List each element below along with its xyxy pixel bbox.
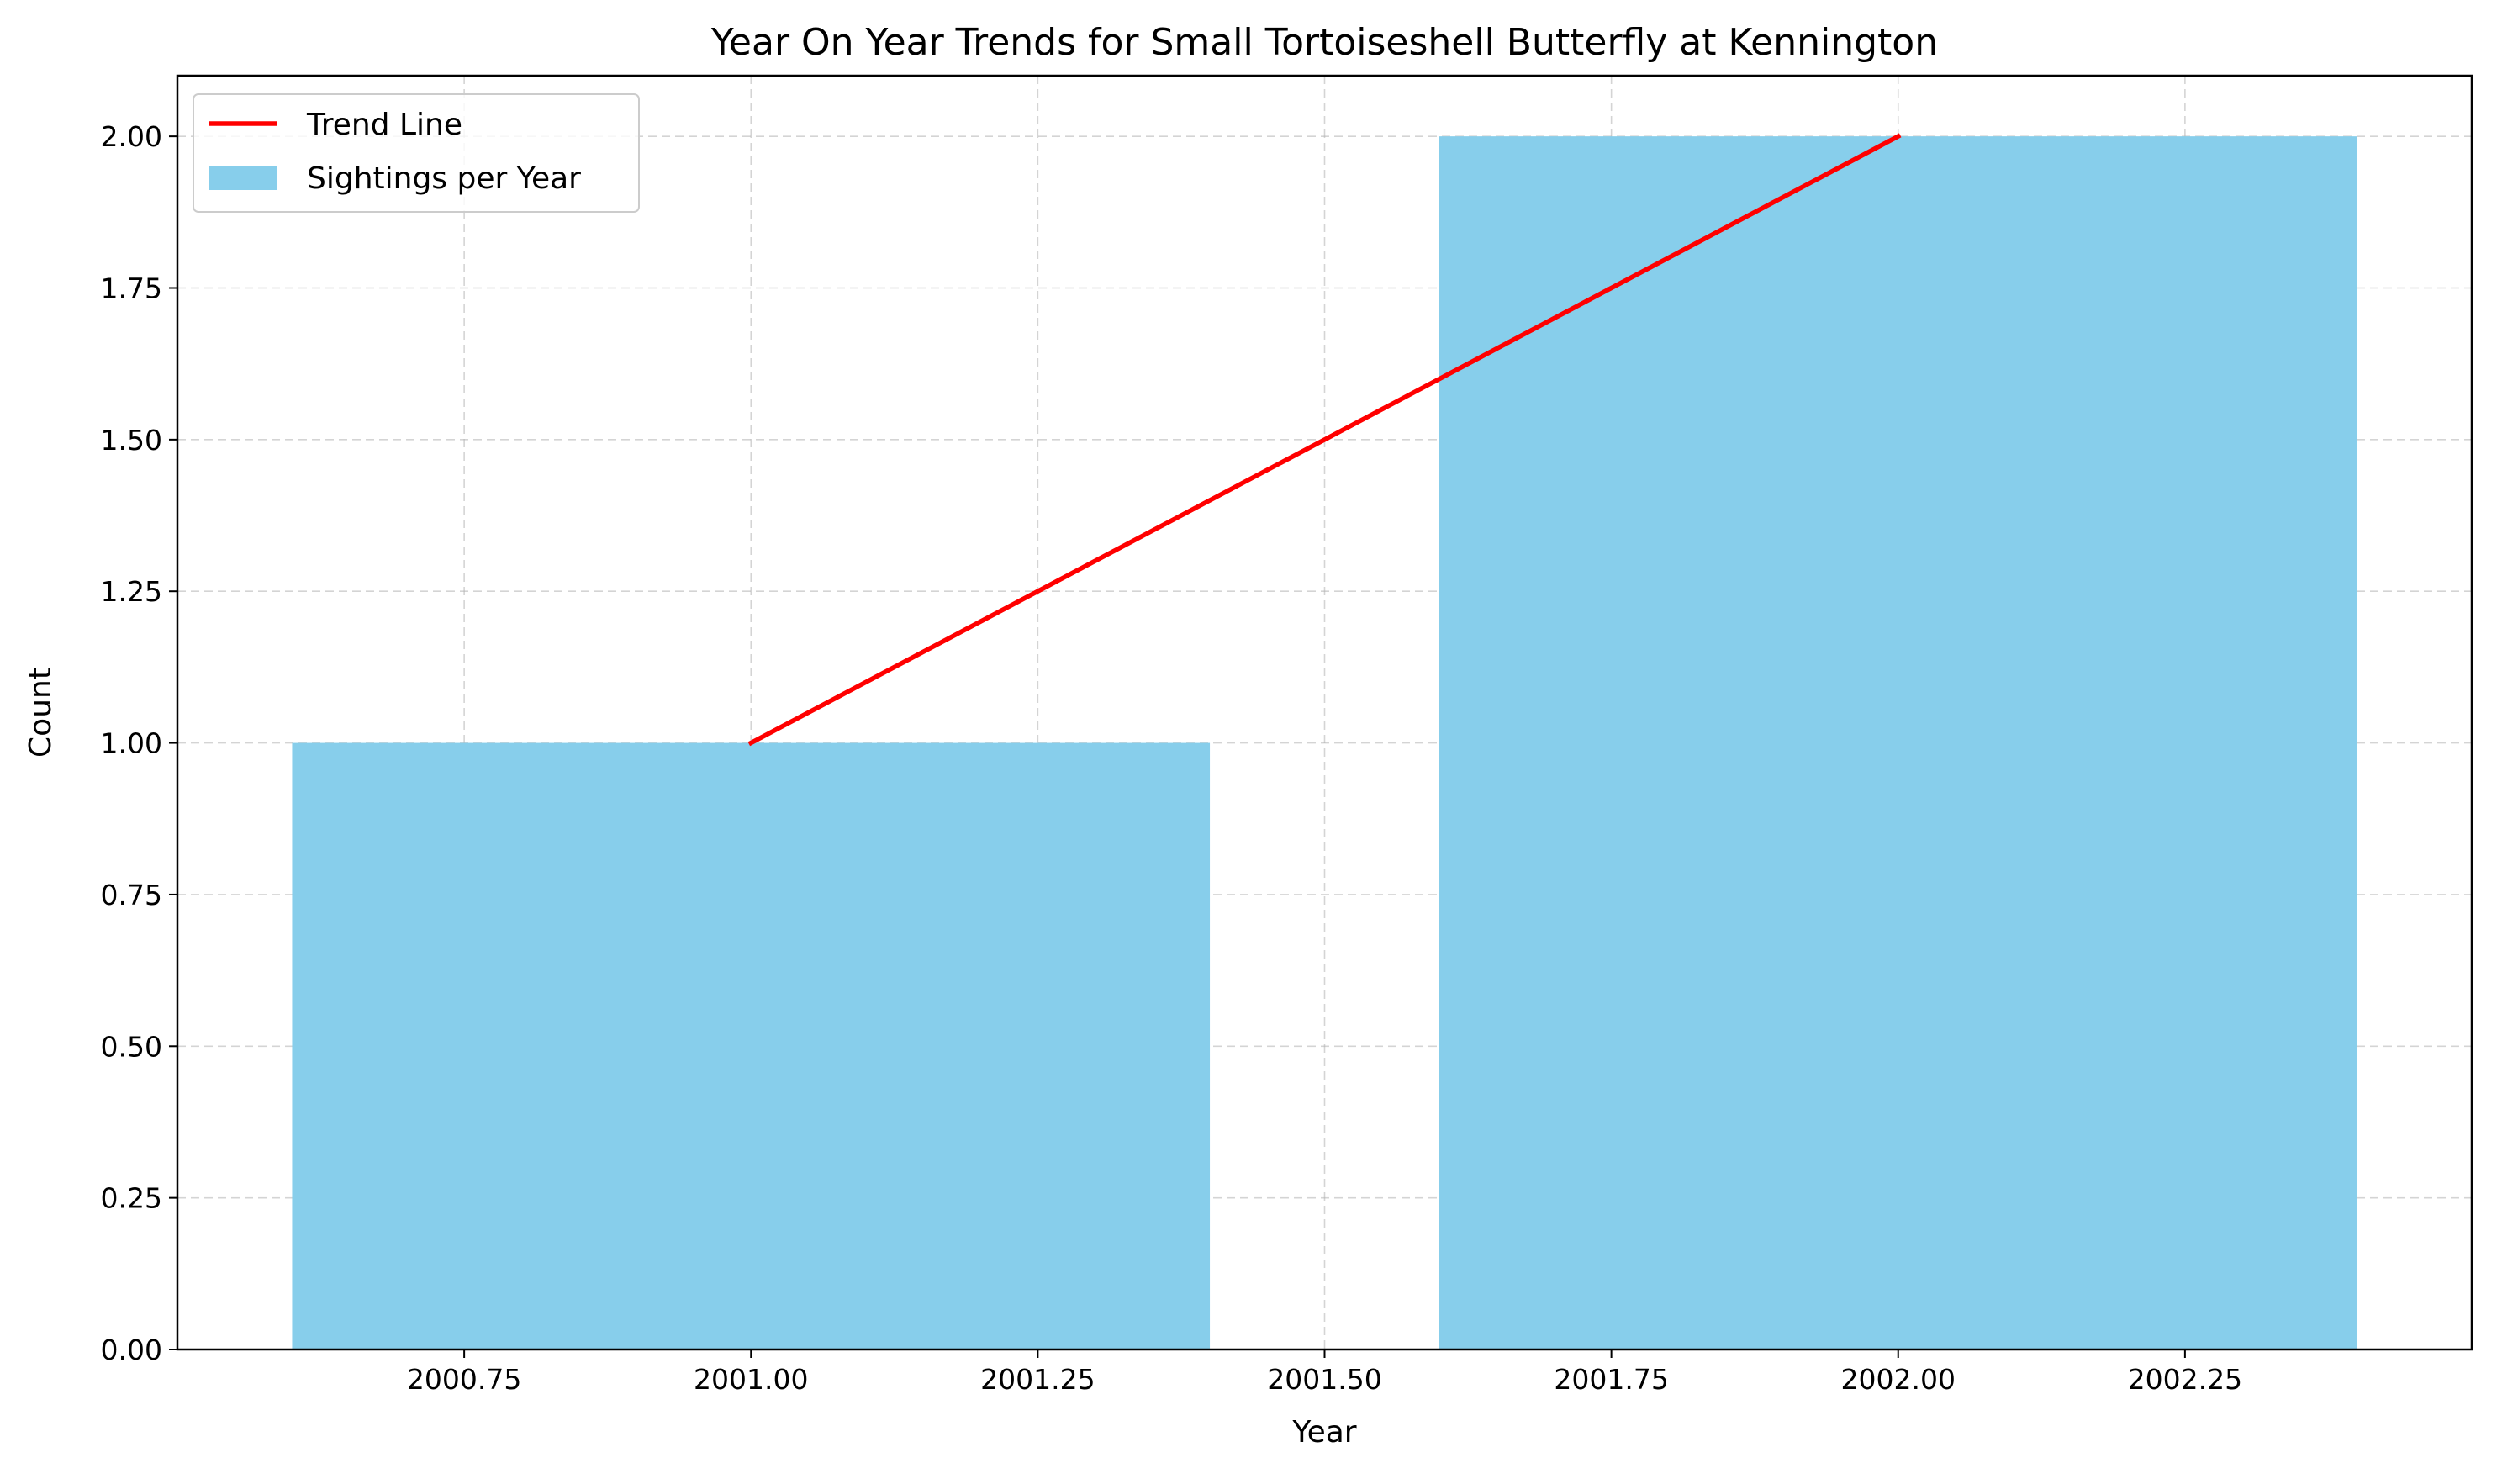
y-tick-label: 1.00 xyxy=(101,727,162,760)
x-tick-label: 2000.75 xyxy=(407,1363,521,1396)
bars xyxy=(292,136,2357,1350)
x-tick-label: 2001.75 xyxy=(1554,1363,1668,1396)
y-tick-label: 1.50 xyxy=(101,424,162,457)
x-tick-label: 2001.25 xyxy=(980,1363,1095,1396)
legend-box xyxy=(193,93,640,213)
x-tick-label: 2001.50 xyxy=(1267,1363,1381,1396)
y-tick-label: 0.00 xyxy=(101,1333,162,1366)
legend: Trend Line Sightings per Year xyxy=(193,93,640,213)
legend-sightings-label: Sightings per Year xyxy=(307,161,581,196)
x-tick-label: 2001.00 xyxy=(694,1363,808,1396)
y-tick-label: 2.00 xyxy=(101,120,162,153)
trend-line xyxy=(747,133,1902,747)
x-tick-label: 2002.25 xyxy=(2128,1363,2242,1396)
chart-title: Year On Year Trends for Small Tortoisesh… xyxy=(710,21,1938,64)
x-tick-label: 2002.00 xyxy=(1841,1363,1956,1396)
y-axis-ticks: 0.00 0.25 0.50 0.75 1.00 1.25 1.50 1.75 2.00 xyxy=(101,120,177,1366)
legend-trend-line-label: Trend Line xyxy=(306,108,462,142)
y-tick-label: 1.75 xyxy=(101,272,162,305)
bar-2001 xyxy=(292,742,1211,1349)
y-tick-label: 1.25 xyxy=(101,575,162,608)
y-tick-label: 0.75 xyxy=(101,879,162,911)
legend-sightings-swatch xyxy=(209,166,277,190)
bar-2002 xyxy=(1439,136,2357,1350)
x-axis-label: Year xyxy=(1291,1415,1356,1450)
y-tick-label: 0.50 xyxy=(101,1030,162,1063)
trend-line-layer xyxy=(747,133,1902,747)
y-axis-label: Count xyxy=(24,668,58,758)
y-tick-label: 0.25 xyxy=(101,1182,162,1215)
x-axis-ticks: 2000.75 2001.00 2001.25 2001.50 2001.75 2002.… xyxy=(407,1349,2242,1396)
